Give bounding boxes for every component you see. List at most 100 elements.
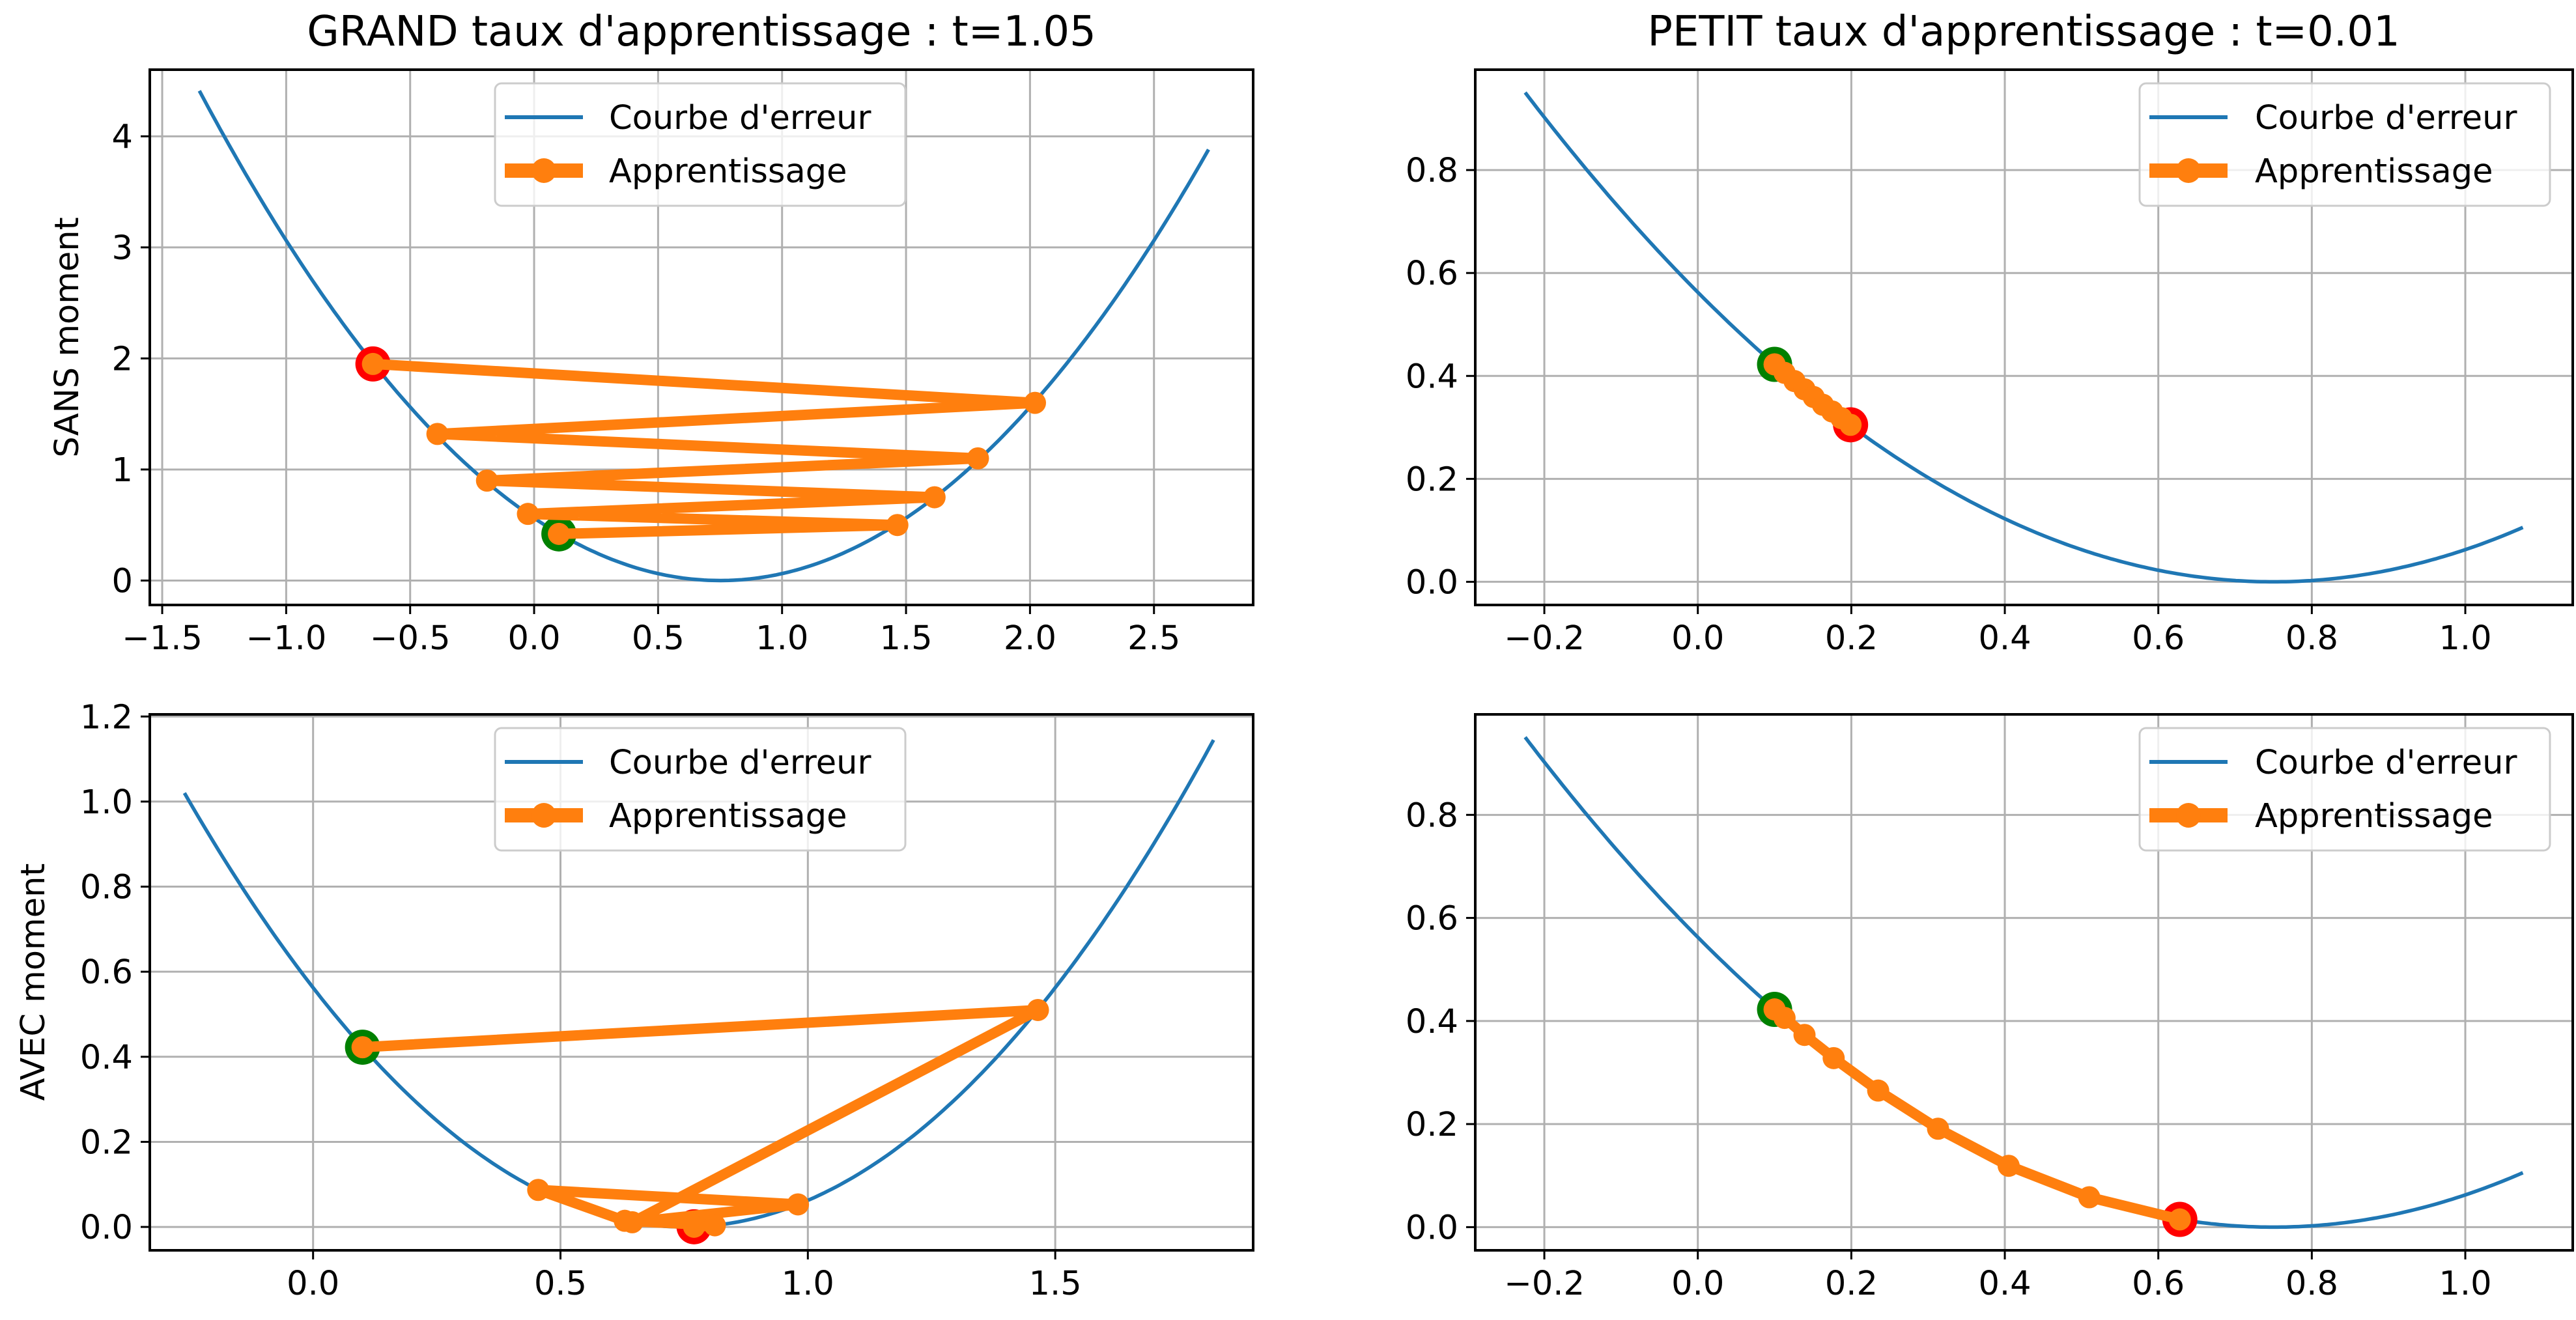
y-tick-label: 0.6 — [80, 953, 133, 992]
learning-path-point — [703, 1214, 726, 1237]
legend-box — [494, 82, 907, 207]
x-tick-label: 1.5 — [880, 619, 933, 658]
x-tick-label: 0.0 — [287, 1265, 339, 1303]
legend-entry-curve: Courbe d'erreur — [2255, 744, 2517, 782]
x-tick-label: 0.4 — [1978, 1265, 2031, 1303]
ticks: 0.0 0.5 1.0 1.5 0.0 0.2 0.4 0.6 0.8 1.0 1.2 — [80, 698, 1082, 1303]
legend-box — [2138, 727, 2551, 852]
x-tick-label: 2.0 — [1004, 619, 1056, 658]
y-axis-label: AVEC moment — [14, 864, 53, 1101]
x-tick-label: 0.2 — [1825, 1265, 1878, 1303]
learning-path-point — [1839, 414, 1862, 436]
y-tick-label: 2 — [112, 340, 133, 378]
y-tick-label: 0.0 — [80, 1209, 133, 1247]
learning-path-point — [1793, 1024, 1816, 1046]
y-tick-label: 3 — [112, 229, 133, 268]
x-tick-label: 0.8 — [2286, 1265, 2338, 1303]
legend: Courbe d'erreur Apprentissage — [2138, 82, 2551, 207]
learning-path — [1757, 346, 1869, 443]
legend-entry-curve: Courbe d'erreur — [2255, 99, 2517, 137]
legend: Courbe d'erreur Apprentissage — [2138, 727, 2551, 852]
learning-path-point — [2078, 1186, 2101, 1209]
axes-frame — [1474, 68, 2574, 606]
x-tick-label: 0.0 — [1671, 619, 1724, 658]
x-tick-label: 1.0 — [2439, 1265, 2491, 1303]
learning-path-point — [517, 503, 539, 526]
error-curve — [1523, 91, 2524, 584]
legend-entry-path: Apprentissage — [609, 152, 847, 191]
x-tick-label: 0.5 — [632, 619, 685, 658]
learning-path-point — [1867, 1079, 1890, 1102]
learning-path-point — [683, 1215, 705, 1238]
x-tick-label: 0.0 — [1671, 1265, 1724, 1303]
legend-entry-path: Apprentissage — [2255, 797, 2493, 836]
y-tick-label: 0.2 — [1406, 1106, 1458, 1144]
learning-path-point — [527, 1179, 550, 1201]
x-tick-label: 0.0 — [507, 619, 560, 658]
legend-path-marker — [531, 158, 556, 183]
subplot-top-right: −0.2 0.0 0.2 0.4 0.6 0.8 1.0 0.0 0.2 0.4 0.6 0.8 PE… — [1406, 8, 2574, 658]
learning-path-point — [548, 522, 571, 545]
y-tick-label: 0.6 — [1406, 900, 1458, 938]
learning-path-point — [614, 1209, 636, 1232]
legend-entry-curve: Courbe d'erreur — [609, 99, 871, 137]
x-tick-label: 0.8 — [2286, 619, 2338, 658]
legend-path-marker — [2176, 803, 2201, 828]
legend: Courbe d'erreur Apprentissage — [494, 82, 907, 207]
y-tick-label: 0.4 — [80, 1039, 133, 1077]
learning-path-point — [426, 423, 449, 445]
legend-entry-path: Apprentissage — [609, 797, 847, 836]
x-tick-label: 0.6 — [2132, 1265, 2185, 1303]
axes-frame — [149, 713, 1254, 1252]
y-tick-label: 0.6 — [1406, 255, 1458, 293]
legend-entry-path: Apprentissage — [2255, 152, 2493, 191]
x-tick-label: 2.5 — [1127, 619, 1180, 658]
axes-frame — [149, 68, 1254, 606]
y-tick-label: 0.8 — [1406, 152, 1458, 190]
chart-title: GRAND taux d'apprentissage : t=1.05 — [307, 8, 1096, 56]
learning-path-point — [967, 447, 989, 470]
error-curve-line — [1523, 91, 2524, 584]
subplot-bottom-left: 0.0 0.5 1.0 1.5 0.0 0.2 0.4 0.6 0.8 1.0 1.2 AVEC m… — [14, 698, 1254, 1303]
subplot-top-left: −1.5 −1.0 −0.5 0.0 0.5 1.0 1.5 2.0 2.5 0 1 2 3 4 GRAN… — [48, 8, 1254, 658]
ticks: −0.2 0.0 0.2 0.4 0.6 0.8 1.0 0.0 0.2 0.4 0.6 0.8 — [1406, 796, 2492, 1303]
y-tick-label: 0.8 — [1406, 796, 1458, 835]
learning-path-point — [1997, 1155, 2020, 1177]
legend-path-marker — [2176, 158, 2201, 183]
learning-path — [355, 346, 1047, 552]
learning-path-line — [1769, 1004, 2185, 1225]
learning-path-point — [475, 469, 498, 492]
chart-title: PETIT taux d'apprentissage : t=0.01 — [1647, 8, 2399, 56]
x-tick-label: −0.5 — [370, 619, 451, 658]
legend-box — [494, 727, 907, 852]
legend: Courbe d'erreur Apprentissage — [494, 727, 907, 852]
learning-path-point — [923, 486, 946, 509]
y-tick-label: 0 — [112, 562, 133, 600]
learning-path — [345, 998, 1049, 1244]
y-tick-label: 0.4 — [1406, 358, 1458, 396]
learning-path-point — [2168, 1208, 2191, 1231]
y-tick-label: 1.0 — [80, 783, 133, 822]
x-tick-label: 1.0 — [756, 619, 808, 658]
learning-path-point — [1024, 391, 1047, 414]
learning-path-line — [367, 358, 1040, 539]
x-tick-label: 0.5 — [534, 1265, 587, 1303]
x-tick-label: 1.5 — [1029, 1265, 1082, 1303]
y-tick-label: 0.2 — [1406, 460, 1458, 499]
x-tick-label: −0.2 — [1504, 1265, 1585, 1303]
x-tick-label: 0.2 — [1825, 619, 1878, 658]
x-tick-label: 0.6 — [2132, 619, 2185, 658]
learning-path-point — [1773, 1007, 1796, 1030]
y-tick-label: 0.2 — [80, 1123, 133, 1162]
learning-path-point — [351, 1036, 374, 1059]
learning-path-point — [1026, 998, 1049, 1021]
y-tick-label: 1 — [112, 451, 133, 490]
y-axis-label: SANS moment — [48, 217, 87, 457]
learning-path-point — [787, 1193, 810, 1216]
subplot-bottom-right: −0.2 0.0 0.2 0.4 0.6 0.8 1.0 0.0 0.2 0.4 0.6 0.8 Co… — [1406, 713, 2574, 1303]
legend-box — [2138, 82, 2551, 207]
ticks: −0.2 0.0 0.2 0.4 0.6 0.8 1.0 0.0 0.2 0.4 0.6 0.8 — [1406, 152, 2492, 658]
x-tick-label: −1.5 — [122, 619, 203, 658]
y-tick-label: 0.0 — [1406, 563, 1458, 602]
